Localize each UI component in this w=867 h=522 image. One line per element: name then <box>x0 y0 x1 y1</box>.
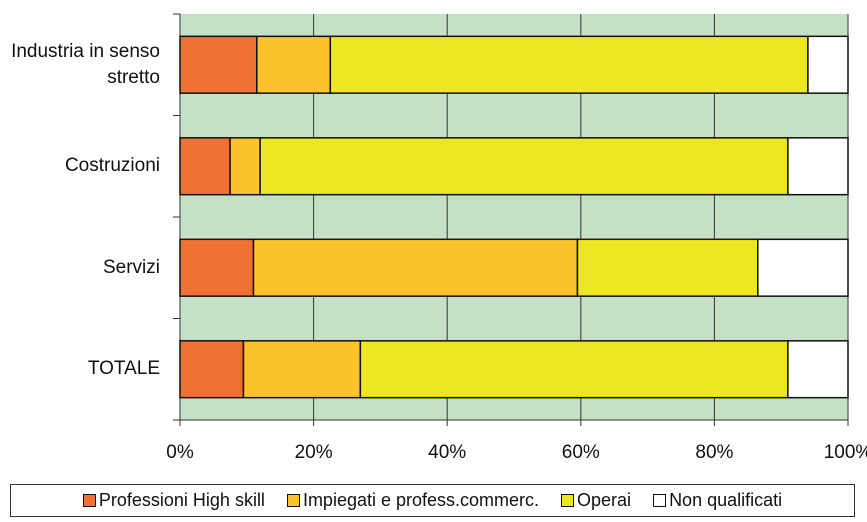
bar-segment <box>242 340 362 399</box>
bar-segment <box>252 238 579 297</box>
bar-segment <box>229 137 261 196</box>
bar-segment <box>787 340 849 399</box>
y-tick-label: Costruzioni <box>64 155 160 177</box>
bar-segment <box>359 340 789 399</box>
bar-segment <box>787 137 849 196</box>
bar-segment <box>576 238 759 297</box>
bar-segment <box>256 35 332 94</box>
legend-label: Operai <box>577 490 632 510</box>
legend-item: Non qualificati <box>653 490 782 511</box>
x-tick-label: 40% <box>428 442 466 463</box>
bar-segment <box>179 340 245 399</box>
bar-segment <box>179 137 231 196</box>
legend-item: Impiegati e profess.commerc. <box>286 490 540 511</box>
legend-label: Professioni High skill <box>98 490 265 510</box>
x-tick-label: 100% <box>824 442 867 463</box>
legend-swatch <box>561 494 575 507</box>
y-tick-label: TOTALE <box>87 358 160 380</box>
bar-segment <box>179 35 258 94</box>
legend-item: Professioni High skill <box>82 490 265 511</box>
y-tick-label: Servizi <box>102 256 160 278</box>
legend-swatch <box>653 494 667 507</box>
bar-segment <box>807 35 849 94</box>
bar-segment <box>329 35 809 94</box>
legend-swatch <box>82 494 96 507</box>
legend-swatch <box>286 494 300 507</box>
y-tick-label: Industria in senso stretto <box>11 40 160 88</box>
x-tick-label: 80% <box>695 442 733 463</box>
legend-item: Operai <box>561 490 631 511</box>
legend: Professioni High skill Impiegati e profes… <box>10 484 855 517</box>
bar-segment <box>757 238 849 297</box>
bar-segment <box>259 137 789 196</box>
bar-segment <box>179 238 255 297</box>
x-tick-label: 20% <box>295 442 333 463</box>
x-tick-label: 0% <box>166 442 194 463</box>
legend-label: Non qualificati <box>669 490 783 510</box>
x-tick-label: 60% <box>562 442 600 463</box>
legend-label: Impiegati e profess.commerc. <box>302 490 540 510</box>
